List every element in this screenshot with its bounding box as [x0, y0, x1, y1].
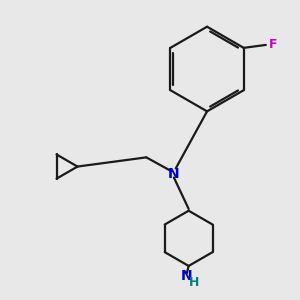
Text: N: N [168, 167, 180, 181]
Text: F: F [269, 38, 277, 51]
Text: N: N [181, 269, 193, 283]
Text: H: H [189, 276, 200, 289]
